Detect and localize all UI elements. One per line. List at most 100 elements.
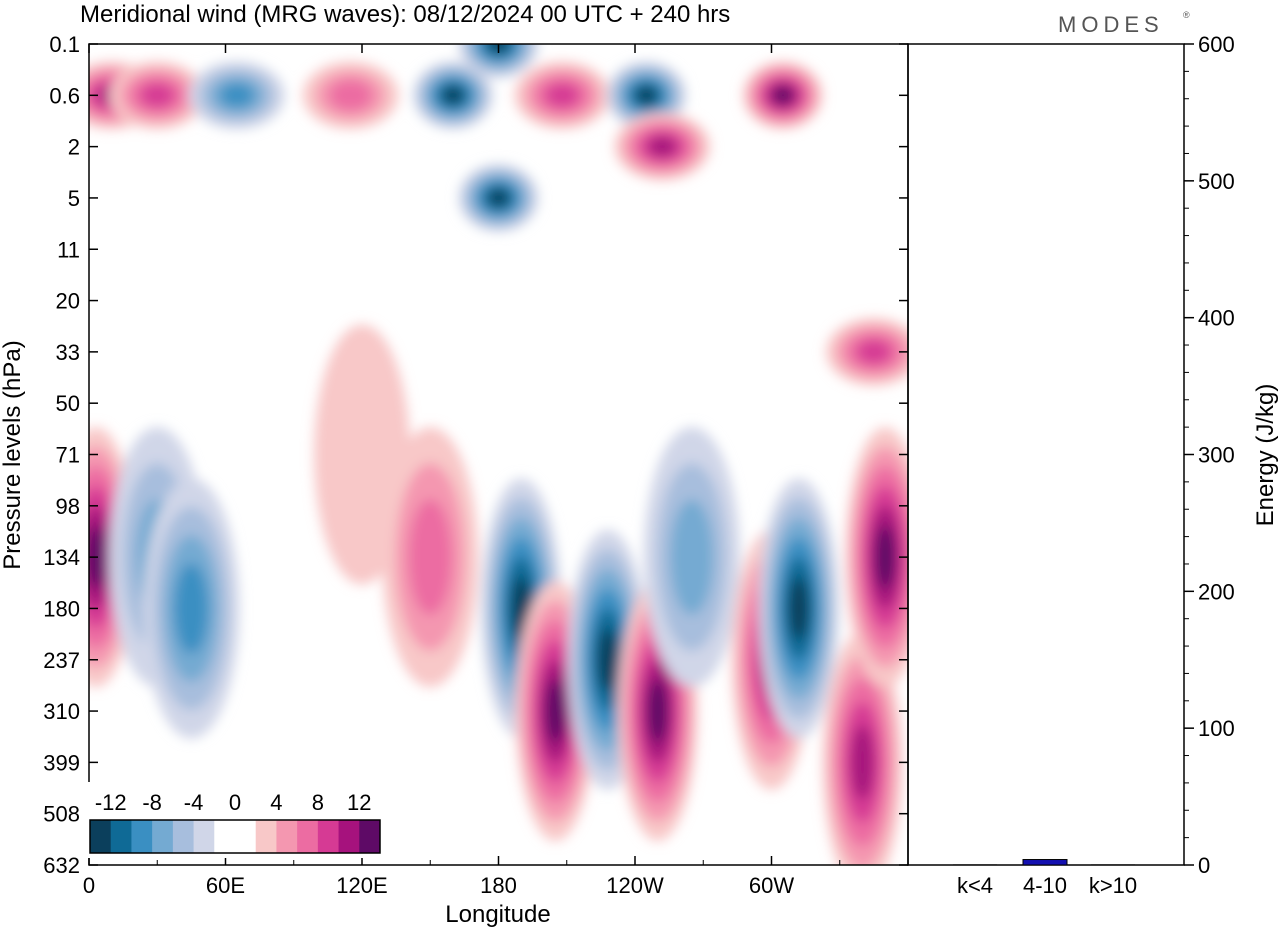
energy-bars [953, 860, 1135, 865]
colorbar-swatch [339, 820, 360, 853]
colorbar-swatch [194, 820, 215, 853]
energy-category-labels: k<4 4-10 k>10 [957, 873, 1137, 898]
energy-tick-label: 600 [1198, 32, 1235, 57]
contour-level [175, 563, 208, 653]
contour-feature [759, 478, 839, 738]
colorbar-label: 0 [229, 790, 241, 815]
energy-category-label: k>10 [1089, 873, 1137, 898]
colorbar-swatch [173, 820, 194, 853]
y-tick-label: 310 [43, 699, 80, 724]
colorbar-swatch [90, 820, 111, 853]
colorbar-label: 8 [312, 790, 324, 815]
contour-feature [382, 427, 478, 687]
energy-category-label: 4-10 [1023, 873, 1067, 898]
contour-level [141, 83, 174, 107]
colorbar-swatch [235, 820, 256, 853]
energy-tick-label: 100 [1198, 716, 1235, 741]
colorbar-label: -8 [142, 790, 162, 815]
contour-level [637, 87, 656, 103]
energy-axis-label: Energy (J/kg) [1252, 384, 1279, 527]
x-tick-label: 60E [206, 873, 245, 898]
colorbar-swatch [297, 820, 318, 853]
contour-level [851, 725, 874, 799]
y-tick-label: 5 [68, 186, 80, 211]
contour-level [546, 83, 579, 107]
colorbar-label: 12 [347, 790, 371, 815]
contour-level [671, 499, 714, 615]
contour-level [648, 680, 667, 743]
x-tick-label: 120W [606, 873, 664, 898]
colorbar-label: -4 [184, 790, 204, 815]
contour-level [773, 87, 792, 103]
energy-tick-label: 400 [1198, 306, 1235, 331]
contour-level [409, 499, 452, 615]
logo-registered-mark: ® [1183, 10, 1190, 20]
contour-level [443, 87, 462, 103]
contour-level [857, 340, 890, 364]
y-tick-label: 33 [56, 340, 80, 365]
energy-tick-label: 0 [1198, 853, 1210, 878]
y-tick-label: 180 [43, 596, 80, 621]
contour-feature [743, 61, 823, 129]
contour-feature [303, 61, 399, 129]
contour-feature [644, 427, 740, 687]
energy-y-axis-ticks: 0 100 200 300 400 500 600 [1184, 32, 1235, 878]
y-tick-label: 0.1 [49, 32, 80, 57]
contour-level [876, 526, 895, 589]
y-tick-label: 632 [43, 853, 80, 878]
colorbar-swatches [90, 820, 381, 853]
y-tick-label: 20 [56, 289, 80, 314]
colorbar-swatch [359, 820, 380, 853]
contour-level [546, 680, 565, 743]
y-tick-label: 508 [43, 802, 80, 827]
energy-bar [1023, 860, 1067, 865]
colorbar-swatch [111, 820, 132, 853]
contour-level [220, 83, 253, 107]
contour-feature [143, 478, 239, 738]
contour-level [489, 190, 508, 206]
contour-feature [614, 113, 710, 181]
y-tick-label: 98 [56, 494, 80, 519]
energy-bar [1091, 864, 1135, 865]
colorbar-swatch [276, 820, 297, 853]
colorbar-legend: -12 -8 -4 0 4 8 12 [86, 782, 386, 858]
energy-bar [953, 864, 997, 865]
modes-logo: MODES [1058, 12, 1164, 37]
energy-category-label: k<4 [957, 873, 993, 898]
contour-level [598, 628, 617, 691]
contour-feature [189, 61, 285, 129]
colorbar-swatch [318, 820, 339, 853]
x-tick-label: 0 [83, 873, 95, 898]
colorbar-swatch [131, 820, 152, 853]
x-tick-label: 120E [336, 873, 387, 898]
energy-tick-label: 300 [1198, 443, 1235, 468]
contour-feature [514, 61, 610, 129]
energy-frame [908, 44, 1184, 865]
colorbar-swatch [256, 820, 277, 853]
y-tick-label: 237 [43, 648, 80, 673]
colorbar-label: -12 [95, 790, 127, 815]
y-tick-label: 11 [57, 237, 80, 262]
contour-level [789, 577, 808, 640]
colorbar-swatch [214, 820, 235, 853]
x-tick-label: 60W [749, 873, 794, 898]
x-tick-label: 180 [480, 873, 517, 898]
y-tick-label: 50 [56, 391, 80, 416]
colorbar-label: 4 [270, 790, 282, 815]
contour-feature [459, 164, 539, 232]
contour-level [329, 80, 372, 110]
energy-bar-panel: 0 100 200 300 400 500 600 k<4 4-10 k>10 Energy (… [908, 32, 1279, 898]
chart-title: Meridional wind (MRG waves): 08/12/2024 … [80, 1, 730, 28]
contour-level [649, 137, 676, 156]
y-axis-label: Pressure levels (hPa) [0, 340, 26, 569]
y-tick-label: 0.6 [49, 83, 80, 108]
y-tick-label: 71 [56, 443, 80, 468]
y-tick-label: 2 [68, 135, 80, 160]
contour-feature [845, 427, 925, 687]
energy-tick-label: 500 [1198, 169, 1235, 194]
y-tick-label: 134 [43, 545, 80, 570]
energy-tick-label: 200 [1198, 579, 1235, 604]
y-tick-label: 399 [43, 750, 80, 775]
chart-figure: Meridional wind (MRG waves): 08/12/2024 … [0, 0, 1280, 930]
colorbar-swatch [152, 820, 173, 853]
